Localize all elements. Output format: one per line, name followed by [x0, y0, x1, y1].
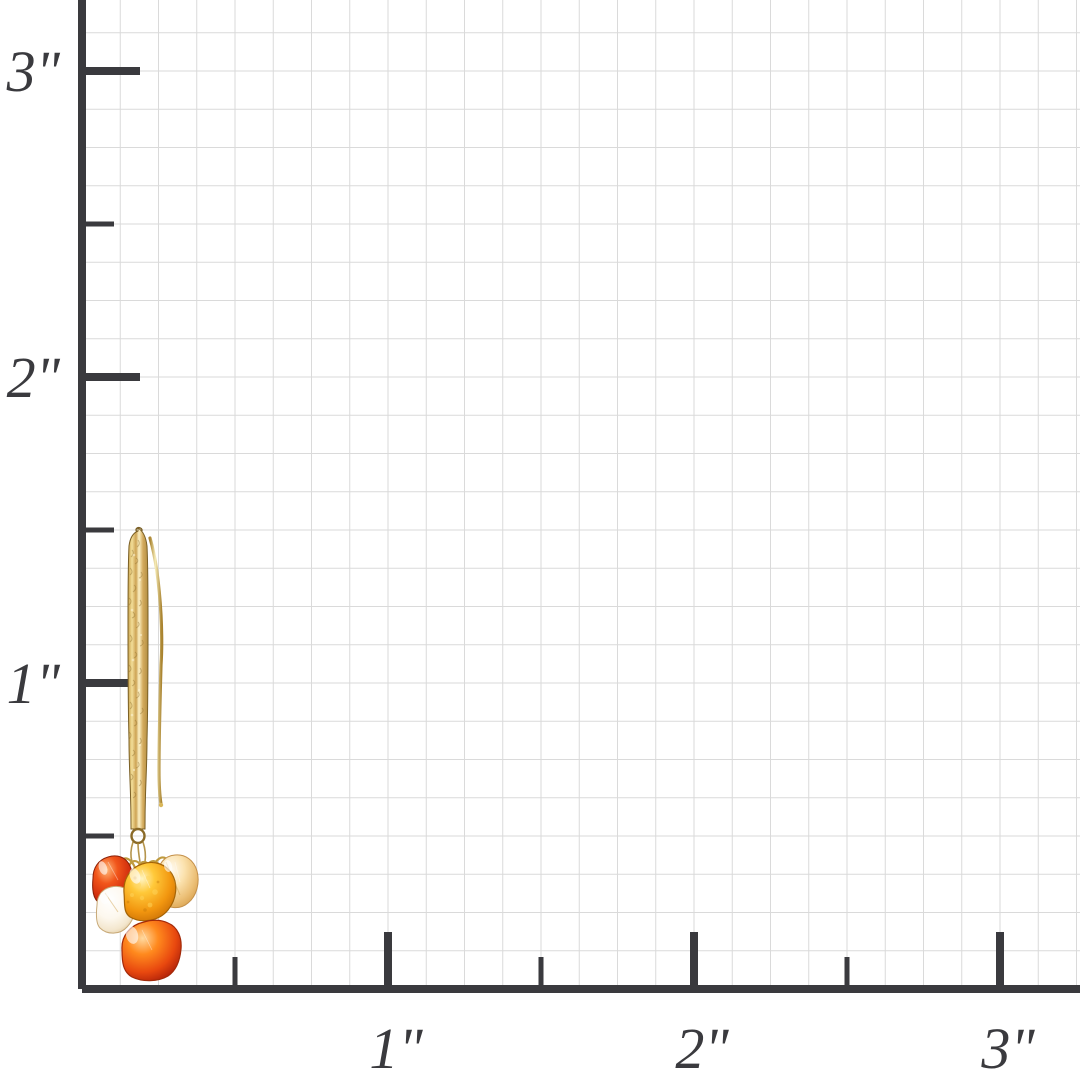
svg-text:1": 1" [369, 1016, 423, 1080]
svg-text:3": 3" [980, 1016, 1035, 1080]
svg-text:1": 1" [7, 651, 61, 716]
svg-text:2": 2" [7, 345, 61, 410]
svg-text:3": 3" [6, 39, 61, 104]
svg-text:2": 2" [675, 1016, 729, 1080]
